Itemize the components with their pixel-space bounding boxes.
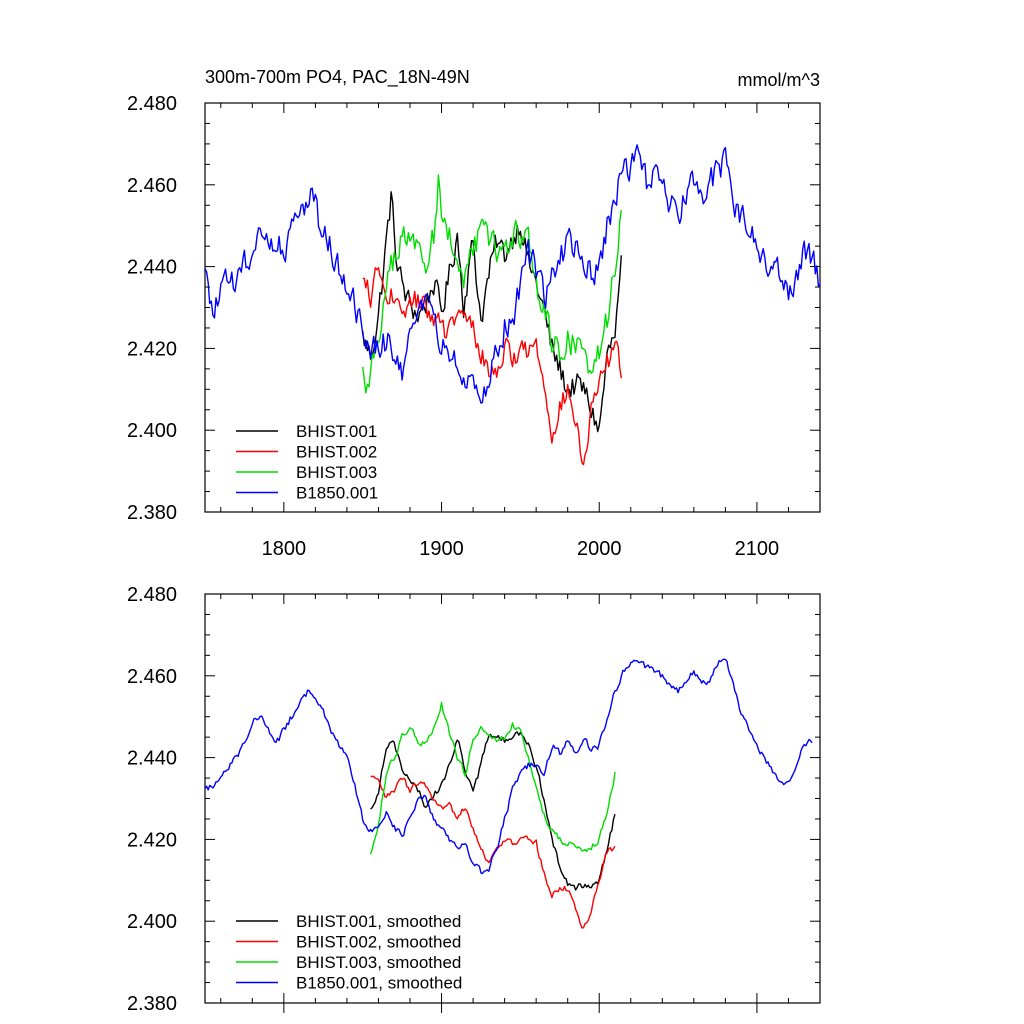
series-line [204,144,821,404]
series-line [369,701,616,855]
x-tick-label: 1900 [419,538,464,560]
legend-label: B1850.001 [296,484,378,503]
y-tick-label: 2.420 [127,338,177,360]
x-tick-label: 1800 [262,538,307,560]
y-tick-label: 2.480 [127,93,177,115]
y-tick-label: 2.440 [127,748,177,770]
legend-label: BHIST.002 [296,443,377,462]
top-panel: 300m-700m PO4, PAC_18N-49N mmol/m^3 1800… [127,67,821,560]
bottom-panel: 2.380 2.400 2.420 2.440 2.460 2.480 BHIST.001,… [127,584,821,1015]
y-tick-label: 2.400 [127,420,177,442]
legend-label: BHIST.003, smoothed [296,953,461,972]
chart-title: 300m-700m PO4, PAC_18N-49N [205,67,470,88]
x-tick-label: 2000 [577,538,622,560]
series-line [362,191,622,433]
series-line [362,174,622,394]
y-tick-label: 2.460 [127,175,177,197]
y-tick-label: 2.380 [127,993,177,1015]
y-tick-label: 2.480 [127,584,177,606]
legend-label: BHIST.001, smoothed [296,912,461,931]
y-tick-label: 2.460 [127,666,177,688]
legend-label: BHIST.002, smoothed [296,933,461,952]
units-label: mmol/m^3 [738,70,820,90]
y-tick-label: 2.420 [127,829,177,851]
x-tick-label: 2100 [735,538,780,560]
series-line [204,658,813,875]
y-tick-label: 2.440 [127,257,177,279]
legend-label: BHIST.003 [296,463,377,482]
legend-label: BHIST.001 [296,422,377,441]
series-line [370,731,616,891]
y-tick-label: 2.380 [127,502,177,524]
legend-label: B1850.001, smoothed [296,974,462,993]
y-tick-label: 2.400 [127,911,177,933]
series-line [370,775,616,929]
